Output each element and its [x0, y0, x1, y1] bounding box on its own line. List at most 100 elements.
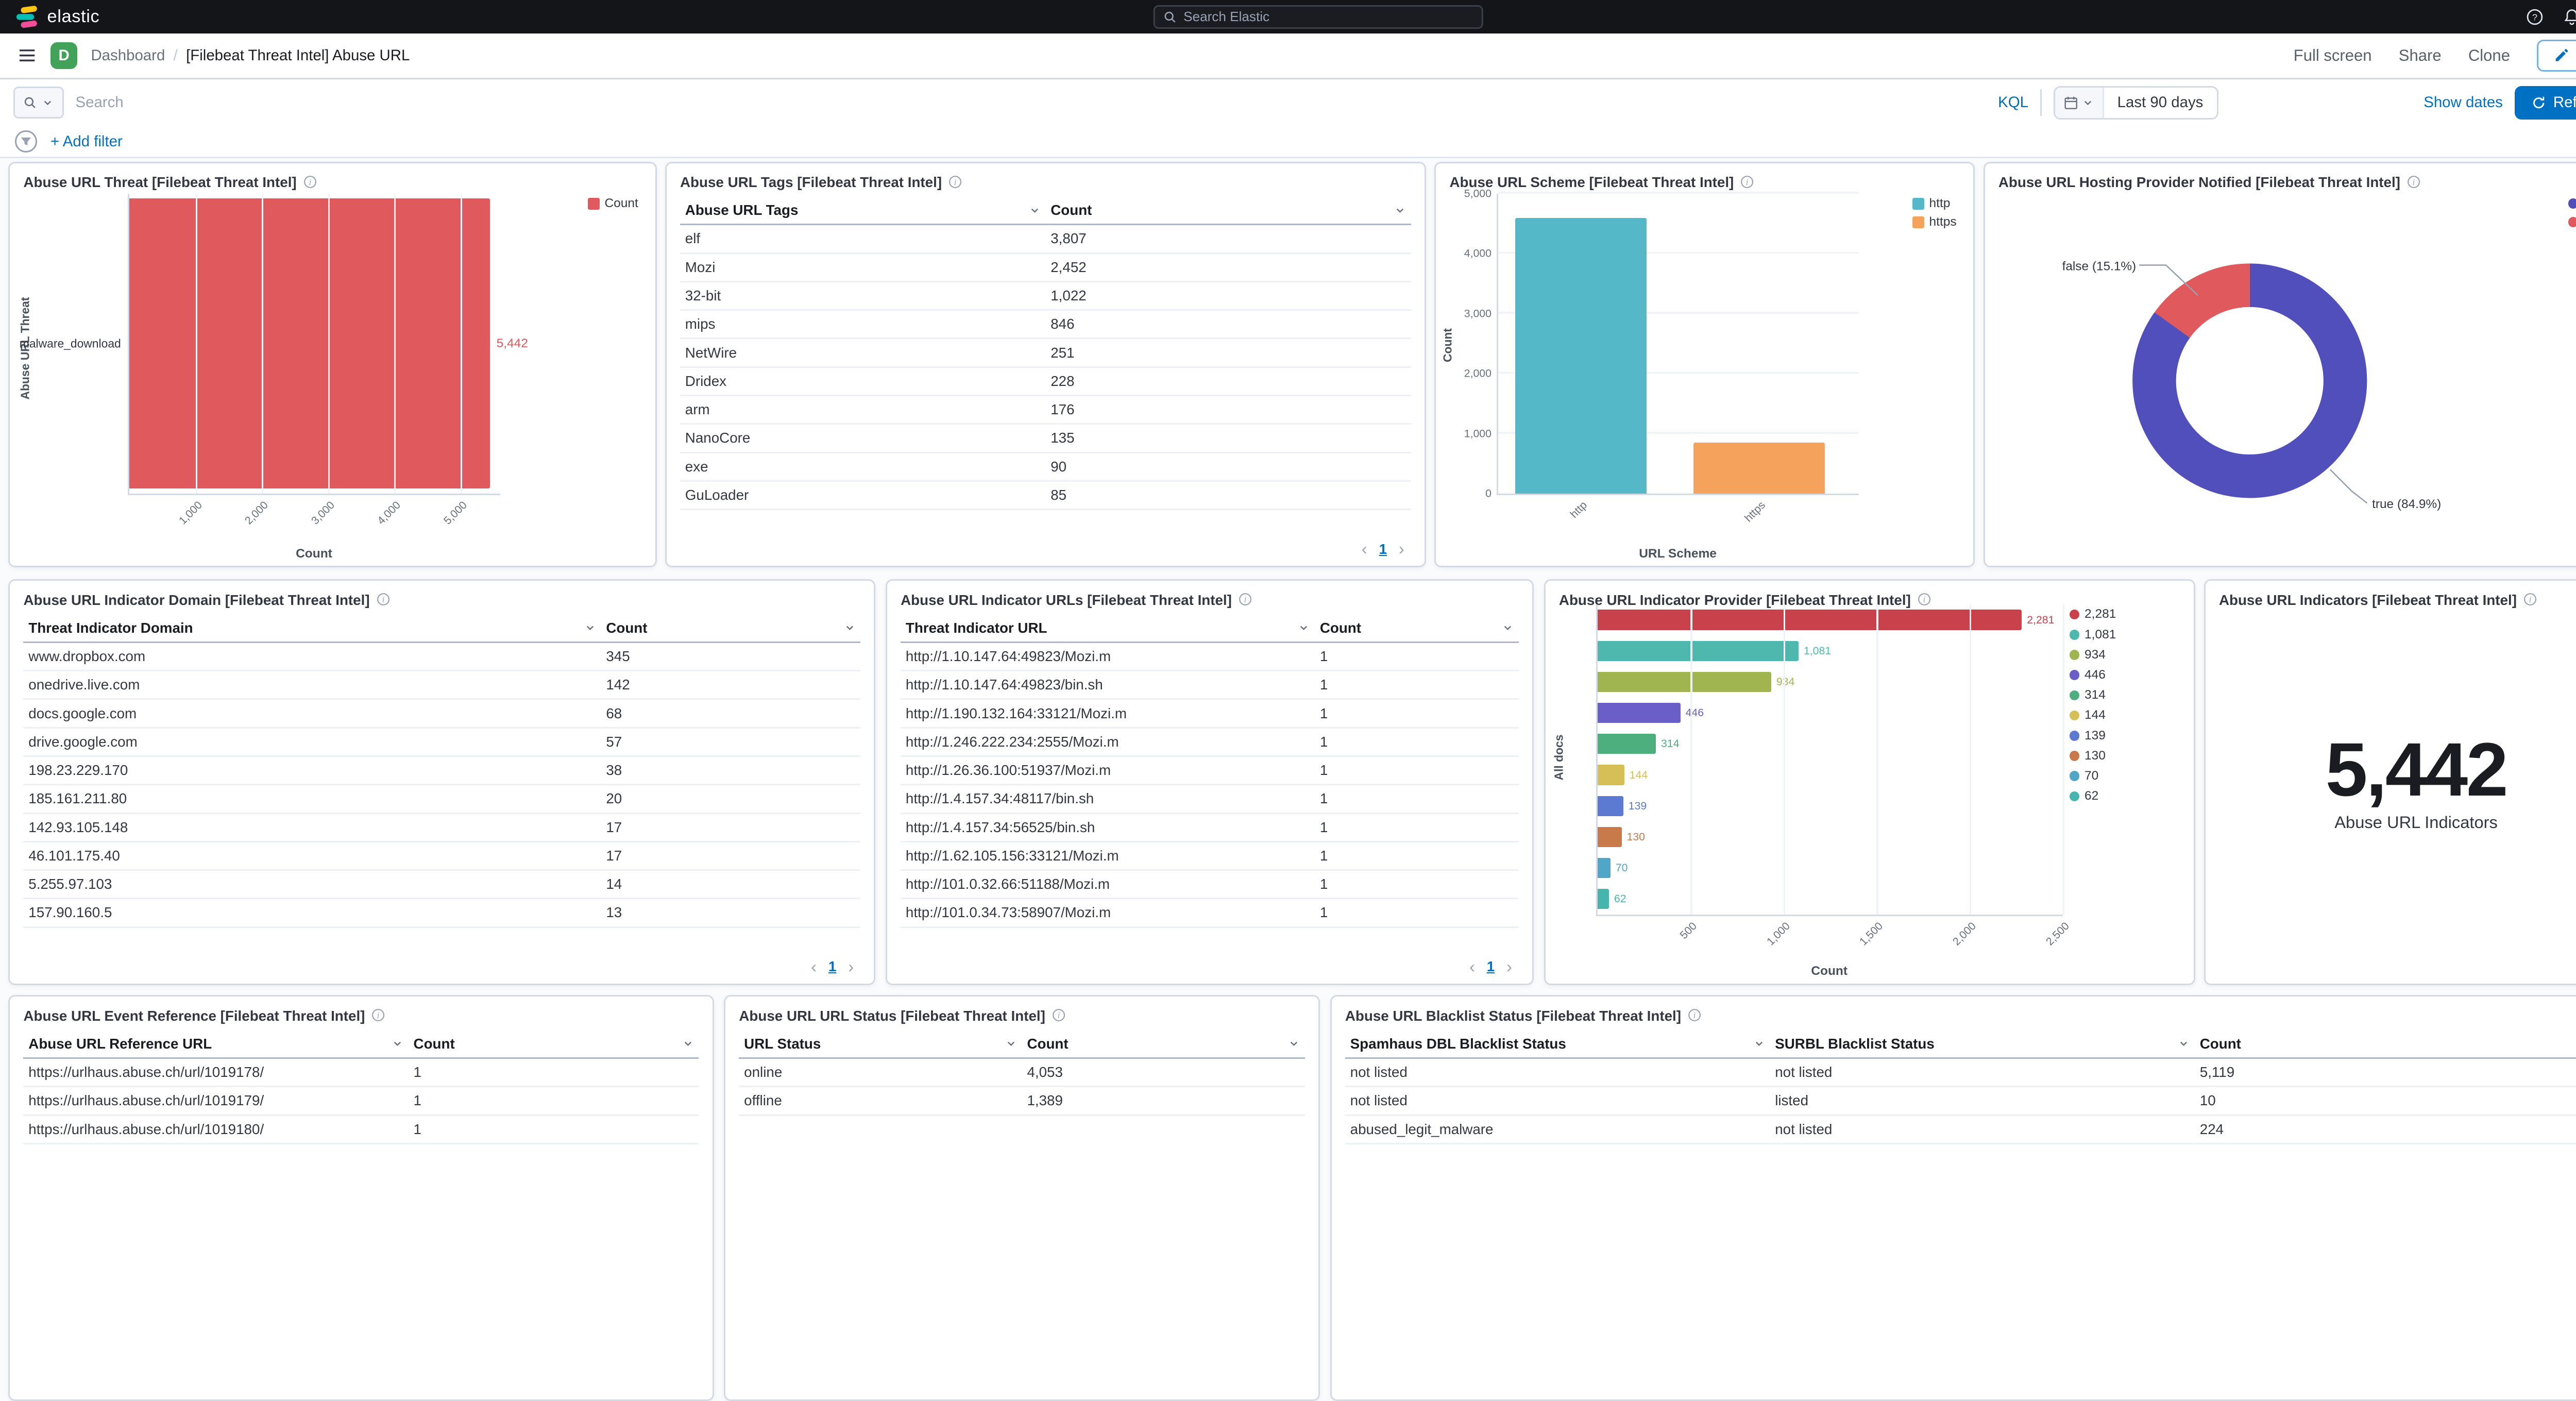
breadcrumb-dashboard[interactable]: Dashboard: [91, 46, 165, 64]
bar-lrz_urlhaus[interactable]: [1597, 610, 2022, 630]
bar-malware-download[interactable]: [129, 198, 490, 489]
legend-item-70[interactable]: 70: [2069, 769, 2181, 783]
gridline: [460, 193, 462, 494]
bar-reecdeep[interactable]: [1597, 858, 1611, 879]
filter-bar: + Add filter: [0, 126, 2576, 159]
info-icon[interactable]: i: [303, 175, 317, 189]
info-icon[interactable]: i: [1052, 1008, 1065, 1022]
panel-abuse-url-event-reference: Abuse URL Event Reference [Filebeat Thre…: [8, 995, 714, 1401]
column-header-threat-indicator-url[interactable]: Threat Indicator URL: [901, 615, 1315, 642]
column-header-count[interactable]: Count: [601, 615, 861, 642]
global-search-input[interactable]: [1183, 9, 1473, 25]
global-search[interactable]: [1153, 5, 1484, 29]
legend-item-2,281[interactable]: 2,281: [2069, 607, 2181, 621]
table-header: Abuse URL Tags Count: [680, 197, 1411, 226]
column-header-abuse-url-reference-url[interactable]: Abuse URL Reference URL: [23, 1031, 408, 1057]
column-header-count[interactable]: Count: [1022, 1031, 1305, 1057]
help-icon[interactable]: ?: [2526, 8, 2544, 26]
legend-item-false[interactable]: false: [2568, 215, 2576, 229]
info-icon[interactable]: i: [948, 175, 962, 189]
bar-https[interactable]: [1693, 442, 1825, 494]
pagination-next-icon[interactable]: ›: [1506, 956, 1512, 976]
info-icon[interactable]: i: [1688, 1008, 1701, 1022]
pagination-page-1[interactable]: 1: [1486, 958, 1495, 975]
legend-item-314[interactable]: 314: [2069, 688, 2181, 702]
query-language-toggle[interactable]: KQL: [1998, 94, 2029, 111]
bar-geenensp[interactable]: [1597, 640, 1799, 661]
notifications-icon[interactable]: [2563, 8, 2576, 26]
legend-item-https[interactable]: https: [1912, 215, 1957, 229]
table-cell: 13: [606, 904, 622, 921]
column-header-threat-indicator-domain[interactable]: Threat Indicator Domain: [23, 615, 601, 642]
bar-abuse_ch[interactable]: [1597, 796, 1623, 816]
legend-item-446[interactable]: 446: [2069, 668, 2181, 682]
pagination-prev-icon[interactable]: ‹: [811, 956, 817, 976]
pagination-page-1[interactable]: 1: [1379, 541, 1387, 557]
refresh-button[interactable]: Refresh: [2514, 86, 2576, 120]
column-header-count[interactable]: Count: [1045, 197, 1411, 224]
kql-query-input[interactable]: [75, 87, 1987, 119]
clone-button[interactable]: Clone: [2468, 46, 2510, 64]
bar-tolisec[interactable]: [1597, 826, 1622, 848]
menu-icon[interactable]: [17, 45, 37, 65]
query-input-field[interactable]: [75, 94, 1987, 112]
donut-slice-false[interactable]: [2116, 247, 2383, 514]
legend-item-1,081[interactable]: 1,081: [2069, 628, 2181, 642]
column-header-abuse-url-tags[interactable]: Abuse URL Tags: [680, 197, 1045, 224]
info-icon[interactable]: i: [1740, 175, 1754, 189]
column-header-spamhaus-dbl-blacklist-status[interactable]: Spamhaus DBL Blacklist Status: [1345, 1031, 1770, 1057]
legend-item-139[interactable]: 139: [2069, 729, 2181, 742]
legend-item-144[interactable]: 144: [2069, 708, 2181, 722]
info-icon[interactable]: i: [371, 1008, 385, 1022]
pagination-next-icon[interactable]: ›: [848, 956, 854, 976]
bar-stoerchl[interactable]: [1597, 765, 1624, 785]
show-dates-button[interactable]: Show dates: [2424, 94, 2503, 111]
add-filter-button[interactable]: + Add filter: [50, 132, 123, 150]
legend-item-130[interactable]: 130: [2069, 749, 2181, 763]
date-quick-menu-button[interactable]: [2055, 87, 2104, 119]
pagination-next-icon[interactable]: ›: [1398, 539, 1404, 559]
filter-icon[interactable]: [15, 130, 37, 153]
legend-item-http[interactable]: http: [1912, 197, 1957, 210]
bar-value-label: 70: [1615, 862, 1628, 874]
share-button[interactable]: Share: [2398, 46, 2442, 64]
pagination-prev-icon[interactable]: ‹: [1361, 539, 1367, 559]
column-header-surbl-blacklist-status[interactable]: SURBL Blacklist Status: [1770, 1031, 2195, 1057]
info-icon[interactable]: i: [2523, 593, 2537, 606]
info-icon[interactable]: i: [1918, 593, 1931, 606]
sort-caret-icon: [1300, 626, 1308, 631]
pagination-page-1[interactable]: 1: [828, 958, 837, 975]
bar-zbetcheckin[interactable]: [1597, 889, 1609, 909]
bar-_morepoints[interactable]: [1597, 703, 1681, 723]
info-icon[interactable]: i: [377, 593, 390, 606]
column-header-count[interactable]: Count: [409, 1031, 699, 1057]
table-cell: 17: [606, 847, 622, 864]
bar-value-label: 5,442: [496, 336, 528, 350]
table-cell: 1: [1319, 677, 1328, 693]
elastic-home-link[interactable]: elastic: [15, 5, 99, 29]
legend-item-934[interactable]: 934: [2069, 648, 2181, 662]
time-range-value[interactable]: Last 90 days: [2117, 94, 2204, 111]
bar-http[interactable]: [1515, 218, 1647, 494]
legend-label: 446: [2084, 668, 2106, 682]
bar-anonymous[interactable]: [1597, 671, 1772, 693]
info-icon[interactable]: i: [2407, 175, 2420, 189]
panel-title: Abuse URL Tags [Filebeat Threat Intel]: [680, 174, 942, 191]
space-avatar[interactable]: D: [50, 42, 78, 70]
svg-text:?: ?: [2532, 12, 2537, 22]
gridline: [195, 193, 197, 494]
edit-button[interactable]: Edit: [2537, 39, 2576, 72]
info-icon[interactable]: i: [1239, 593, 1252, 606]
column-header-count[interactable]: Count: [2199, 1035, 2241, 1052]
column-header-url-status[interactable]: URL Status: [739, 1031, 1022, 1057]
pagination-prev-icon[interactable]: ‹: [1469, 956, 1475, 976]
table-cell: https://urlhaus.abuse.ch/url/1019179/: [28, 1092, 264, 1109]
bar-Gandylyan1[interactable]: [1597, 734, 1656, 754]
legend-item-62[interactable]: 62: [2069, 789, 2181, 803]
top-nav-actions: Full screen Share Clone Edit: [2293, 39, 2576, 72]
column-header-count[interactable]: Count: [1315, 615, 1519, 642]
saved-query-menu-button[interactable]: [13, 87, 64, 119]
legend-item-true[interactable]: true: [2568, 197, 2576, 210]
full-screen-button[interactable]: Full screen: [2293, 46, 2372, 64]
legend-item-Count[interactable]: Count: [587, 197, 638, 210]
